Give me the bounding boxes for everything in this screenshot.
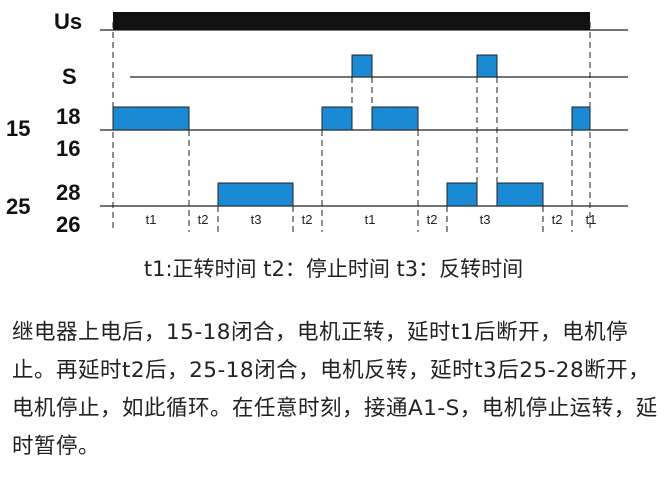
label-26: 26 xyxy=(56,212,80,237)
label-16: 16 xyxy=(56,136,80,161)
contact-15-18-pulse xyxy=(571,106,591,131)
label-us: Us xyxy=(54,9,82,34)
operation-description: 继电器上电后，15-18闭合，电机正转，延时t1后断开，电机停止。再延时t2后，… xyxy=(12,320,658,459)
segment-label: t2 xyxy=(198,212,209,227)
label-s: S xyxy=(62,64,77,89)
segment-label: t3 xyxy=(480,212,491,227)
label-15: 15 xyxy=(6,116,30,141)
segment-label: t2 xyxy=(552,212,563,227)
label-25: 25 xyxy=(6,194,30,219)
s-pulse xyxy=(351,54,373,78)
contact-15-18-pulse xyxy=(112,106,190,131)
s-pulse xyxy=(476,54,498,78)
segment-label: t1 xyxy=(586,212,597,227)
label-28: 28 xyxy=(56,180,80,205)
label-18: 18 xyxy=(56,104,80,129)
contact-25-28-pulse xyxy=(446,182,478,207)
time-legend: t1:正转时间 t2：停止时间 t3：反转时间 xyxy=(143,257,524,281)
us-bar xyxy=(113,12,590,30)
contact-25-28-pulse xyxy=(217,182,294,207)
segment-label: t2 xyxy=(302,212,313,227)
segment-label: t3 xyxy=(251,212,262,227)
segment-label: t1 xyxy=(146,212,157,227)
segment-label: t1 xyxy=(365,212,376,227)
contact-15-18-pulse xyxy=(371,106,419,131)
timing-diagram: Us S 15 18 16 25 28 26 t1 t2 t3 t2 xyxy=(6,9,628,237)
contact-15-18-pulse xyxy=(321,106,353,131)
segment-label: t2 xyxy=(427,212,438,227)
contact-25-28-pulse xyxy=(496,182,544,207)
